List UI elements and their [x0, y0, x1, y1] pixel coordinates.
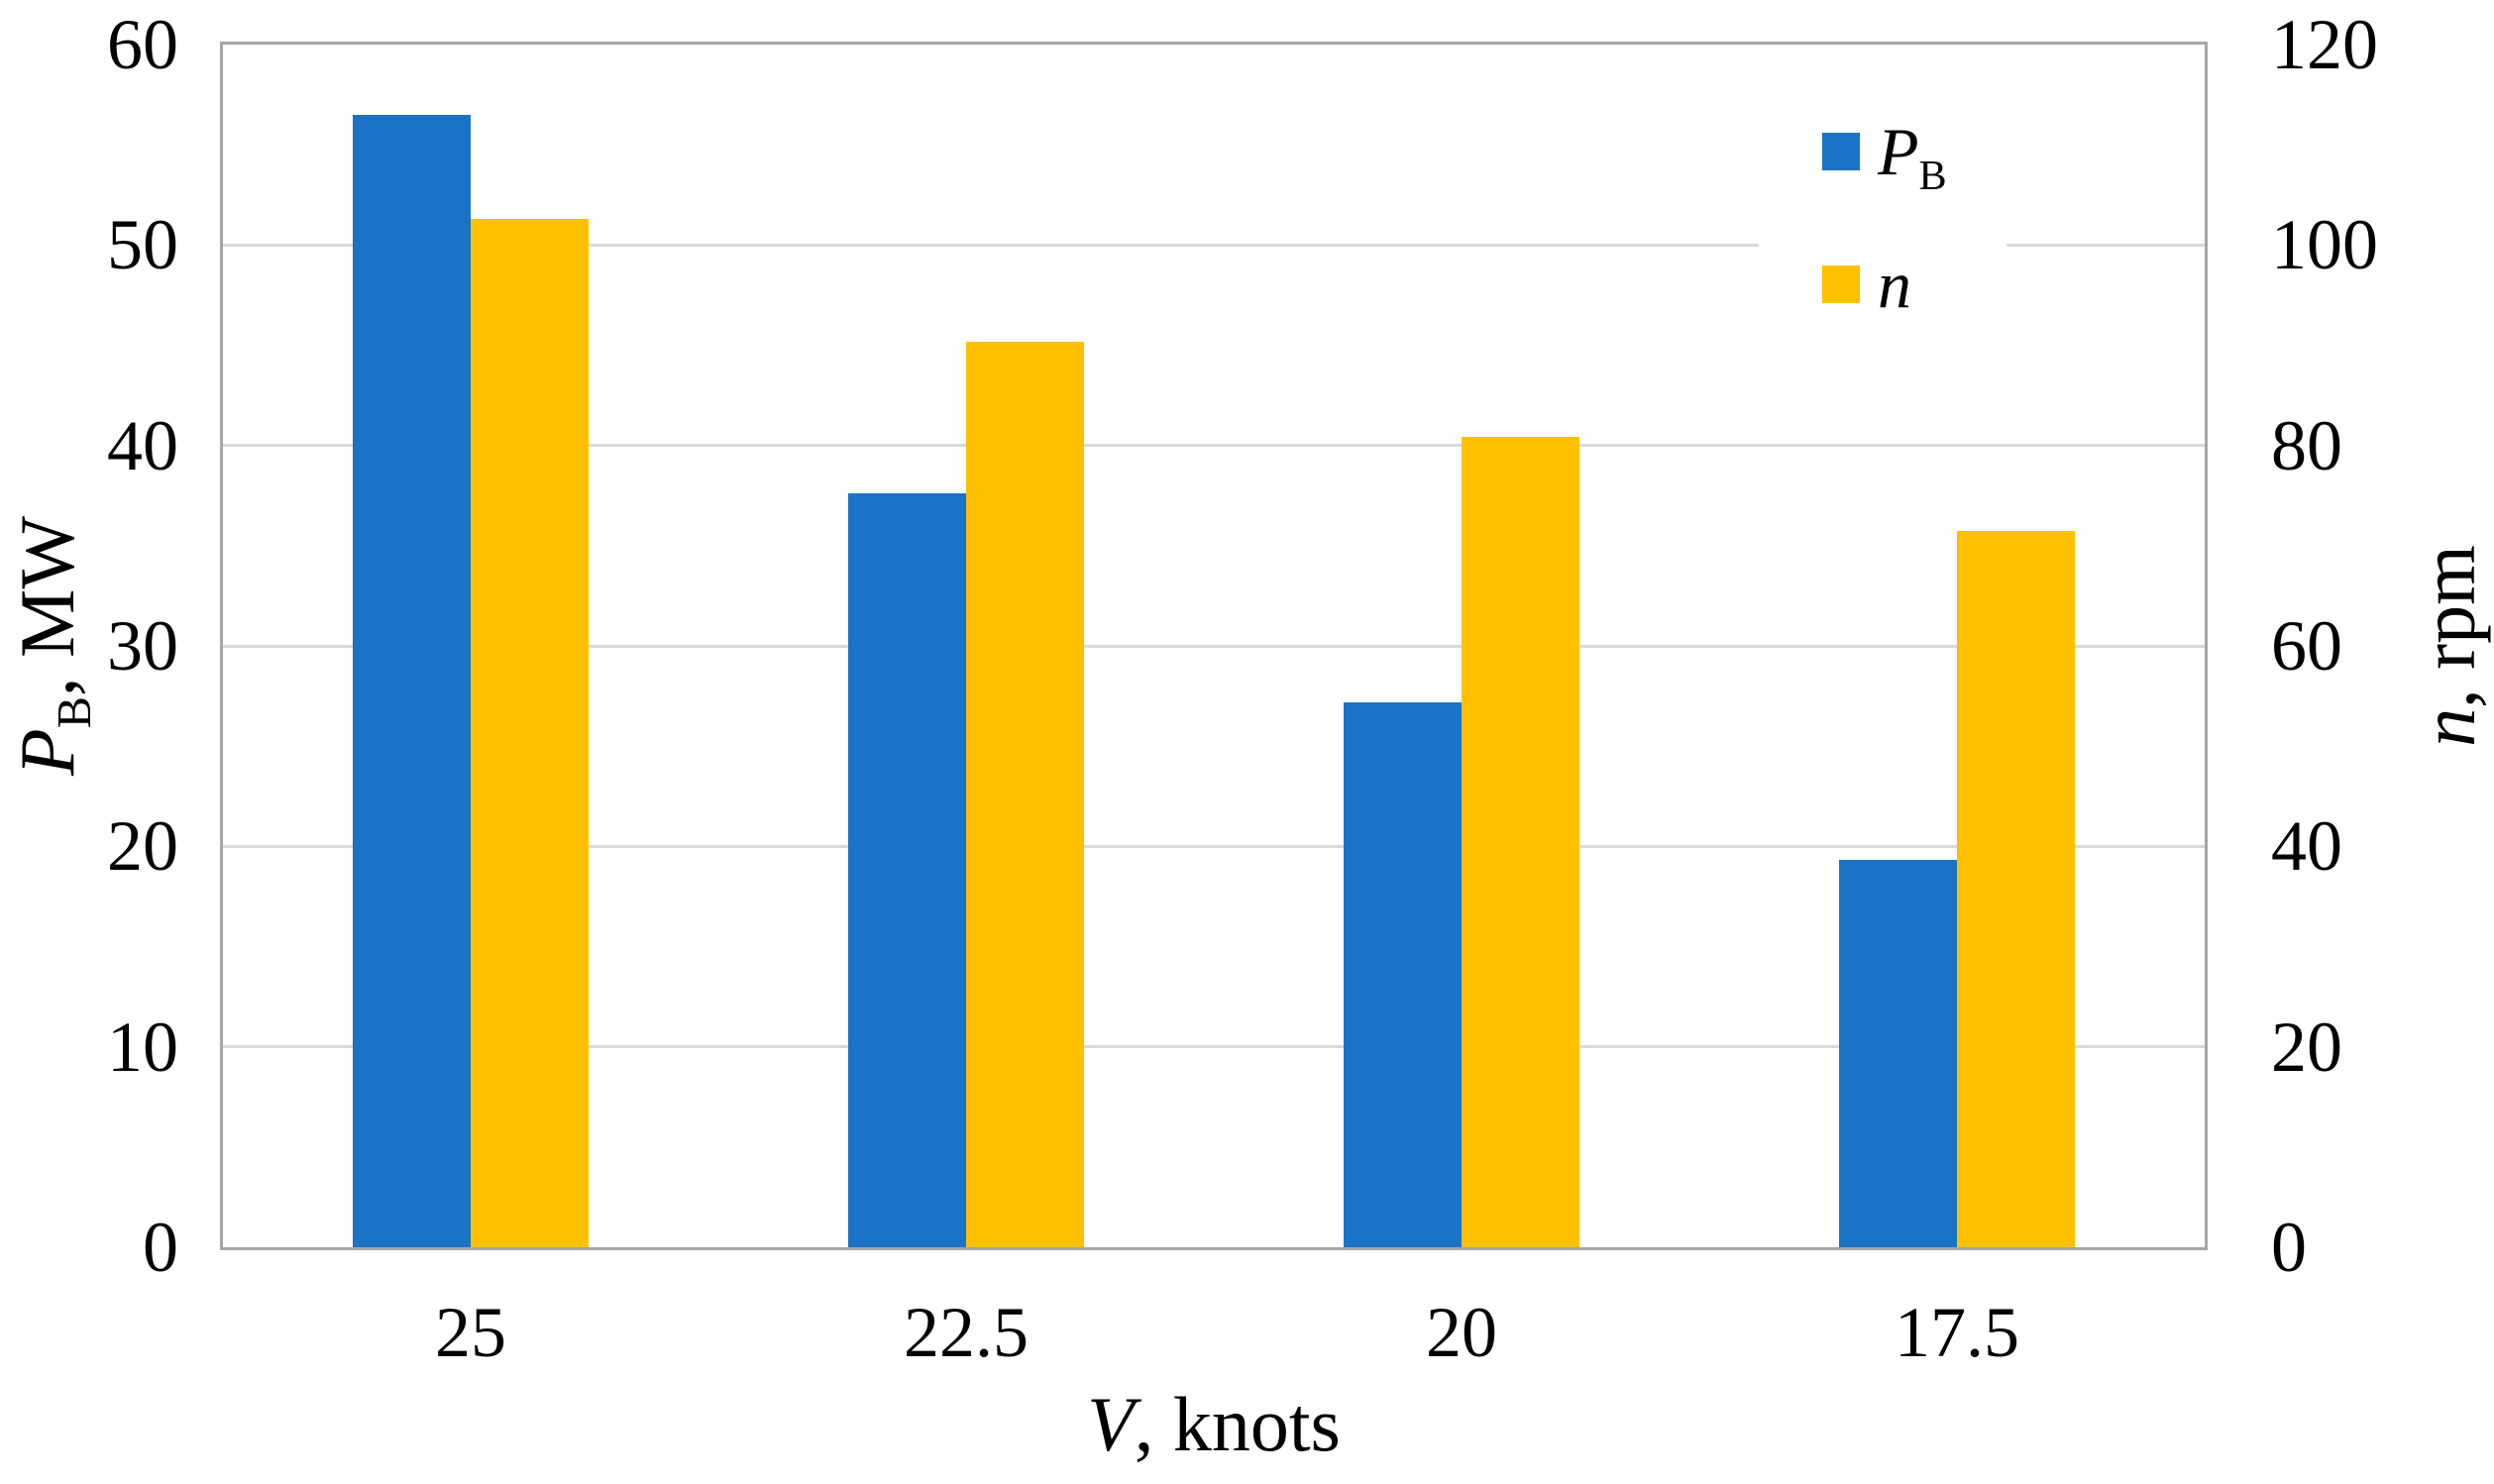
- left-tick-label-0: 0: [143, 1208, 178, 1287]
- bar-pb-25: [353, 115, 471, 1247]
- gridline-50: [223, 244, 2205, 247]
- bar-n-20: [1462, 437, 1579, 1247]
- left-tick-label-50: 50: [107, 205, 178, 284]
- left-tick-label-10: 10: [107, 1007, 178, 1087]
- right-axis-title-symbol: n: [2405, 707, 2491, 747]
- legend-label-pb: PB: [1878, 118, 1947, 196]
- left-axis-title-symbol: P: [4, 728, 90, 776]
- bar-n-17.5: [1957, 531, 2075, 1247]
- right-tick-label-60: 60: [2271, 606, 2342, 686]
- right-tick-label-40: 40: [2271, 806, 2342, 886]
- bar-n-25: [471, 219, 589, 1247]
- gridline-40: [223, 444, 2205, 447]
- legend-label-n: n: [1878, 251, 1911, 318]
- legend-swatch-pb: [1822, 133, 1860, 170]
- bar-group-17.5: [1709, 45, 2205, 1247]
- bar-pb-17.5: [1839, 860, 1957, 1247]
- x-axis-title-symbol: V: [1087, 1381, 1135, 1467]
- x-tick-label-17.5: 17.5: [1895, 1293, 2019, 1372]
- x-axis-title-units: , knots: [1134, 1381, 1341, 1467]
- legend-label-n-symbol: n: [1878, 247, 1911, 322]
- legend-swatch-n: [1822, 265, 1860, 303]
- right-tick-label-0: 0: [2271, 1208, 2307, 1287]
- x-tick-label-25: 25: [435, 1293, 506, 1372]
- left-tick-label-60: 60: [107, 5, 178, 84]
- bar-pb-20: [1344, 702, 1462, 1247]
- legend-entry-n: n: [1822, 251, 2006, 318]
- left-tick-label-40: 40: [107, 406, 178, 485]
- legend-label-pb-subscript: B: [1918, 152, 1947, 199]
- gridline-20: [223, 845, 2205, 848]
- x-tick-label-20: 20: [1426, 1293, 1497, 1372]
- right-tick-label-100: 100: [2271, 205, 2378, 284]
- right-tick-label-80: 80: [2271, 406, 2342, 485]
- x-tick-label-22.5: 22.5: [904, 1293, 1029, 1372]
- legend-entry-pb: PB: [1822, 118, 2006, 196]
- left-tick-label-20: 20: [107, 806, 178, 886]
- bar-group-25: [223, 45, 718, 1247]
- bar-group-20: [1214, 45, 1709, 1247]
- bar-n-22.5: [966, 342, 1084, 1247]
- legend: PB n: [1759, 94, 2006, 364]
- right-tick-label-20: 20: [2271, 1007, 2342, 1087]
- left-tick-label-30: 30: [107, 606, 178, 686]
- bar-group-22.5: [718, 45, 1214, 1247]
- x-axis-title: V, knots: [817, 1377, 1610, 1472]
- left-axis-title-subscript: B: [48, 696, 101, 729]
- right-tick-label-120: 120: [2271, 5, 2378, 84]
- legend-label-pb-symbol: P: [1878, 114, 1919, 189]
- bar-pb-22.5: [848, 493, 966, 1247]
- gridline-10: [223, 1045, 2205, 1048]
- gridline-30: [223, 645, 2205, 648]
